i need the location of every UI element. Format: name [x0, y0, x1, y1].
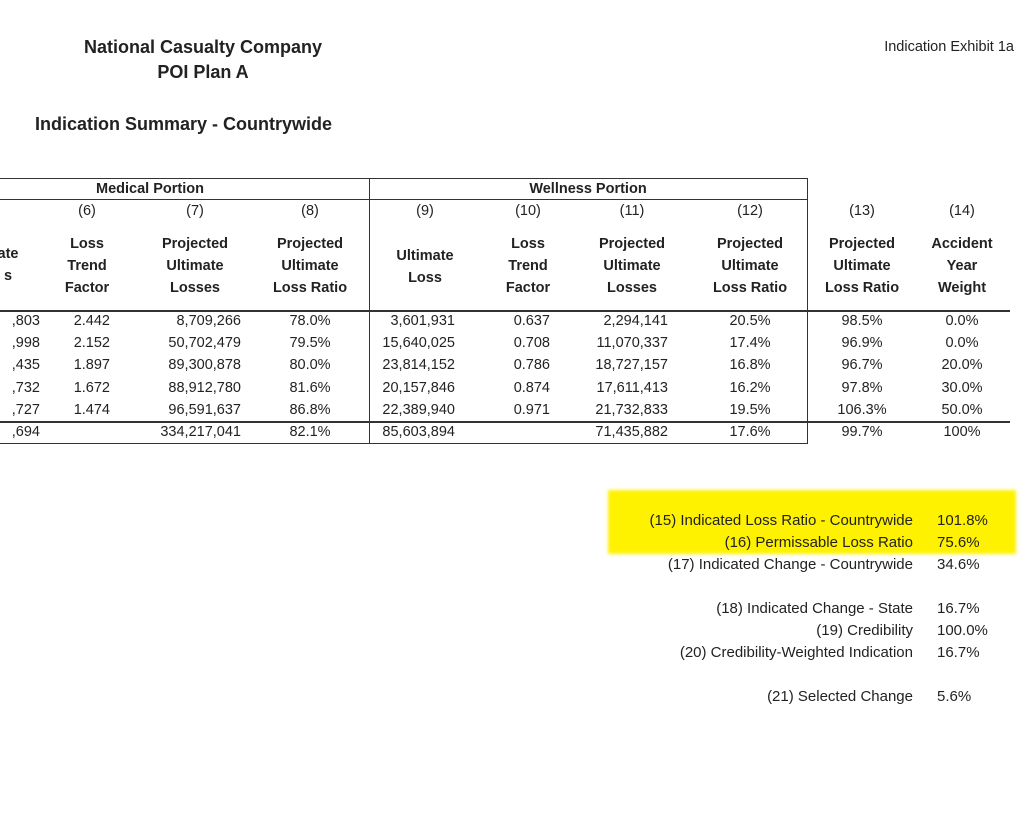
- table-cell: 23,814,152: [382, 357, 455, 373]
- summary-value: 5.6%: [937, 688, 972, 705]
- column-number: (11): [619, 203, 645, 219]
- total-cell: 85,603,894: [382, 424, 455, 440]
- column-header: Projected Ultimate Loss Ratio: [712, 236, 788, 296]
- column-header: Loss Trend Factor: [64, 236, 110, 296]
- table-cell: 98.5%: [841, 313, 883, 329]
- table-cell: 80.0%: [289, 357, 331, 373]
- exhibit-label: Indication Exhibit 1a: [884, 39, 1014, 55]
- table-cell: 1.672: [73, 380, 110, 396]
- column-number: (7): [186, 203, 204, 219]
- table-cell: 11,070,337: [596, 335, 669, 351]
- table-cell: 79.5%: [289, 335, 331, 351]
- table-cell: 2,294,141: [603, 313, 668, 329]
- table-cell: ,998: [11, 335, 40, 351]
- table-cell: 0.874: [513, 380, 550, 396]
- column-number: (13): [849, 203, 875, 219]
- table-cell: ,732: [11, 380, 40, 396]
- table-cell: 15,640,025: [382, 335, 455, 351]
- table-cell: 96.9%: [841, 335, 883, 351]
- summary-label: (17) Indicated Change - Countrywide: [667, 556, 913, 573]
- table-cell: 30.0%: [941, 380, 983, 396]
- summary-label: (21) Selected Change: [767, 688, 913, 705]
- table-cell: 17.4%: [729, 335, 771, 351]
- highlight-mark: [608, 490, 1016, 554]
- table-cell: 0.0%: [945, 313, 979, 329]
- summary-label: (20) Credibility-Weighted Indication: [679, 644, 913, 661]
- table-cell: 0.971: [513, 402, 550, 418]
- table-cell: 0.786: [513, 357, 550, 373]
- column-header: Ultimate Loss: [396, 248, 454, 286]
- table-cell: 96.7%: [841, 357, 883, 373]
- summary-label: (16) Permissable Loss Ratio: [724, 534, 913, 551]
- table-cell: 89,300,878: [168, 357, 241, 373]
- summary-value: 100.0%: [937, 622, 988, 639]
- table-cell: 50,702,479: [168, 335, 241, 351]
- table-cell: ,435: [11, 357, 40, 373]
- column-header: Projected Ultimate Loss Ratio: [824, 236, 900, 296]
- table-cell: 2.152: [73, 335, 110, 351]
- table-cell: 19.5%: [729, 402, 771, 418]
- group-wellness-portion: Wellness Portion: [529, 181, 647, 197]
- summary-value: 75.6%: [937, 534, 980, 551]
- column-number: (8): [301, 203, 319, 219]
- table-cell: 1.897: [73, 357, 110, 373]
- summary-label: (19) Credibility: [816, 622, 913, 639]
- total-cell: 71,435,882: [595, 424, 668, 440]
- summary-value: 16.7%: [937, 600, 980, 617]
- table-cell: 8,709,266: [176, 313, 241, 329]
- table-cell: 78.0%: [289, 313, 331, 329]
- table-cell: 20.0%: [941, 357, 983, 373]
- table-cell: 22,389,940: [382, 402, 455, 418]
- summary-value: 16.7%: [937, 644, 980, 661]
- table-cell: ,727: [11, 402, 40, 418]
- table-cell: 21,732,833: [595, 402, 668, 418]
- table-cell: 96,591,637: [168, 402, 241, 418]
- company-name: National Casualty Company: [83, 37, 323, 57]
- table-cell: 50.0%: [941, 402, 983, 418]
- column-number: (12): [737, 203, 763, 219]
- summary-label: (18) Indicated Change - State: [716, 600, 913, 617]
- column-number: (14): [949, 203, 975, 219]
- column-header: Projected Ultimate Losses: [598, 236, 666, 296]
- total-cell: 334,217,041: [160, 424, 241, 440]
- table-cell: 106.3%: [837, 402, 887, 418]
- summary-label: (15) Indicated Loss Ratio - Countrywide: [649, 512, 913, 529]
- total-cell: 82.1%: [289, 424, 331, 440]
- table-cell: 81.6%: [289, 380, 331, 396]
- table-cell: 0.0%: [945, 335, 979, 351]
- table-cell: 0.708: [513, 335, 550, 351]
- table-cell: 2.442: [73, 313, 110, 329]
- section-title: Indication Summary - Countrywide: [35, 114, 333, 134]
- column-header: Projected Ultimate Loss Ratio: [272, 236, 348, 296]
- table-cell: 16.2%: [729, 380, 771, 396]
- column-number: (10): [515, 203, 541, 219]
- group-medical-portion: Medical Portion: [96, 181, 204, 197]
- total-cell: 17.6%: [729, 424, 771, 440]
- summary-value: 34.6%: [937, 556, 980, 573]
- column-header: Accident Year Weight: [931, 236, 993, 296]
- total-cell: ,694: [11, 424, 40, 440]
- table-cell: 88,912,780: [168, 380, 241, 396]
- total-cell: 99.7%: [841, 424, 883, 440]
- table-cell: 1.474: [73, 402, 110, 418]
- table-cell: 16.8%: [729, 357, 771, 373]
- column-header: Loss Trend Factor: [505, 236, 551, 296]
- table-cell: 17,611,413: [596, 380, 669, 396]
- column-number: (9): [416, 203, 434, 219]
- column-header: ate s: [0, 246, 19, 284]
- table-cell: 20.5%: [729, 313, 771, 329]
- table-cell: ,803: [11, 313, 40, 329]
- table-cell: 86.8%: [289, 402, 331, 418]
- table-cell: 97.8%: [841, 380, 883, 396]
- table-cell: 18,727,157: [595, 357, 668, 373]
- plan-name: POI Plan A: [157, 62, 249, 82]
- column-number: (6): [78, 203, 96, 219]
- table-cell: 0.637: [513, 313, 550, 329]
- column-header: Projected Ultimate Losses: [161, 236, 229, 296]
- total-cell: 100%: [943, 424, 981, 440]
- table-cell: 3,601,931: [390, 313, 455, 329]
- table-cell: 20,157,846: [382, 380, 455, 396]
- summary-value: 101.8%: [937, 512, 988, 529]
